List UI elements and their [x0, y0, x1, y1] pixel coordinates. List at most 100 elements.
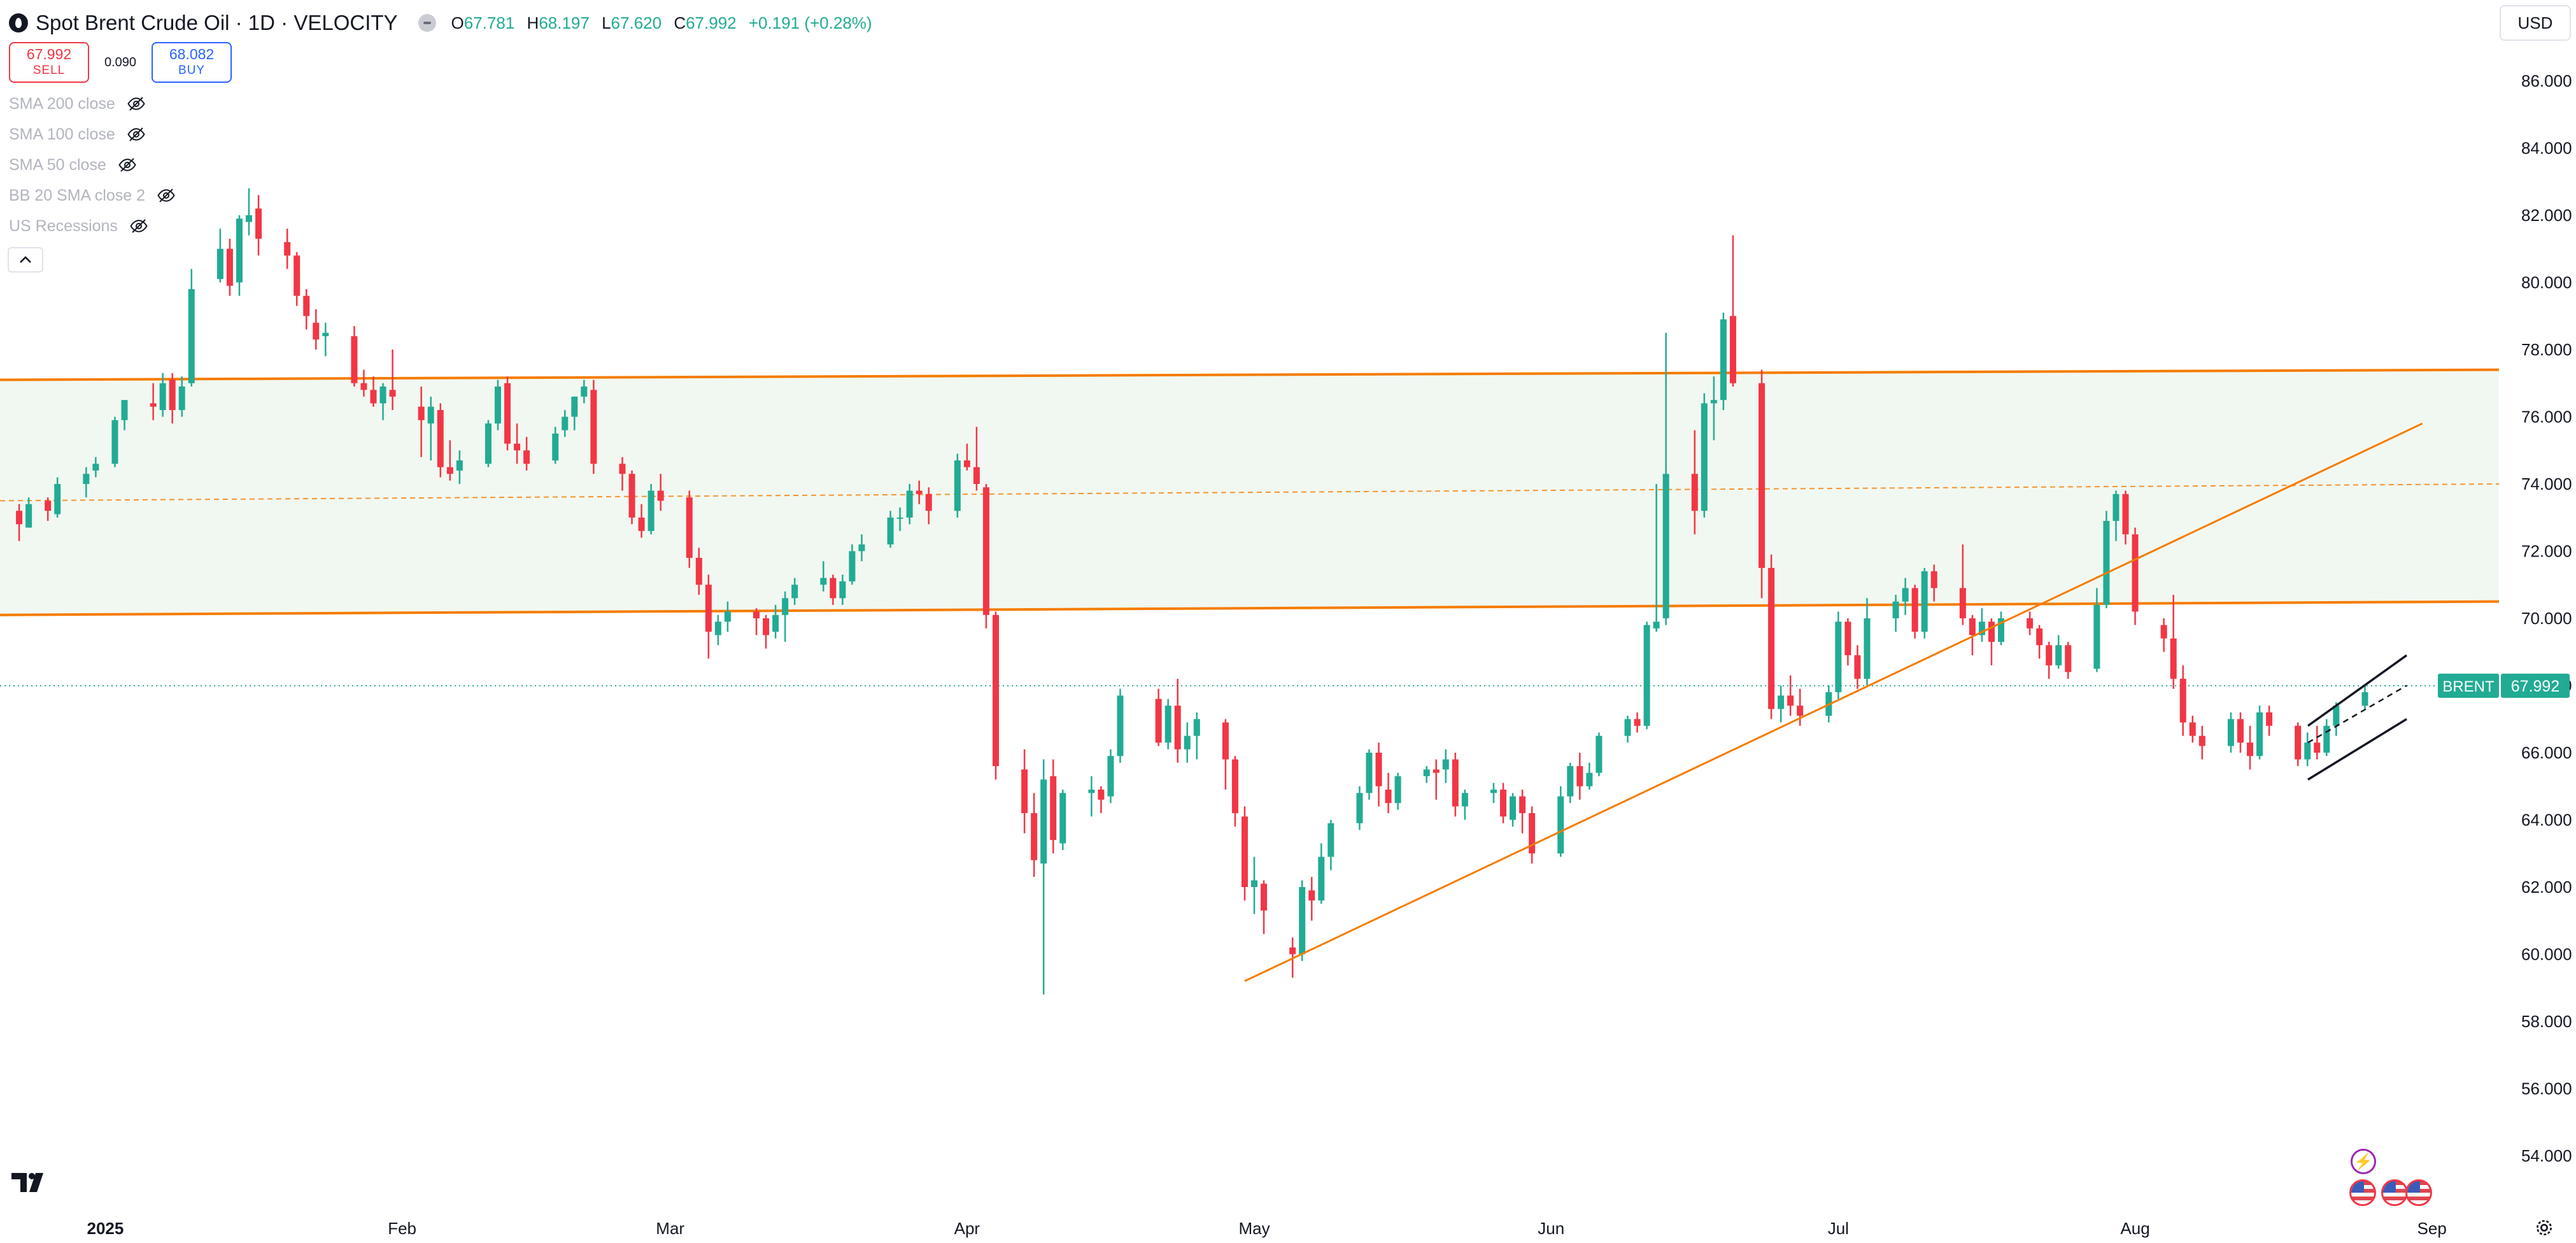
- indicator-bb20[interactable]: BB 20 SMA close 2: [9, 186, 176, 205]
- candle: [2132, 527, 2139, 625]
- candle: [150, 383, 157, 420]
- candle: [1892, 595, 1899, 632]
- candle-body: [1797, 706, 1804, 716]
- y-tick-label: 74.000: [2521, 474, 2572, 494]
- candle-body: [2295, 725, 2302, 760]
- candle: [159, 373, 166, 417]
- x-tick-label: Jul: [1828, 1219, 1849, 1238]
- candle-body: [1998, 618, 2005, 642]
- candle-body: [1241, 816, 1248, 887]
- candle-body: [2132, 534, 2139, 612]
- candle-body: [92, 464, 99, 471]
- candle: [2295, 722, 2302, 767]
- candle: [1567, 762, 1574, 804]
- x-tick-label: Feb: [388, 1219, 416, 1238]
- candle: [1433, 759, 1440, 800]
- buy-button[interactable]: 68.082 BUY: [152, 42, 232, 83]
- candle: [954, 453, 961, 518]
- y-tick-label: 86.000: [2521, 71, 2572, 90]
- candle: [887, 511, 894, 548]
- candle-body: [1978, 622, 1985, 636]
- indicator-label: SMA 50 close: [9, 155, 106, 174]
- eye-off-icon[interactable]: [127, 94, 146, 113]
- candle-body: [1452, 759, 1459, 807]
- us-flag-event-icon[interactable]: [2349, 1179, 2376, 1206]
- candle: [1624, 715, 1631, 743]
- x-tick-label: 2025: [87, 1219, 124, 1238]
- y-tick-label: 64.000: [2521, 811, 2572, 830]
- candle: [1500, 783, 1507, 823]
- candle: [1040, 759, 1047, 995]
- candle-body: [1921, 571, 1928, 632]
- sell-button[interactable]: 67.992 SELL: [9, 42, 89, 83]
- candle-body: [1461, 793, 1468, 807]
- candle-body: [1864, 618, 1871, 679]
- lightning-icon[interactable]: ⚡: [2351, 1149, 2376, 1174]
- eye-off-icon[interactable]: [157, 186, 176, 205]
- candle: [695, 548, 702, 595]
- candle: [1251, 856, 1258, 914]
- us-flag-event-icon[interactable]: [2381, 1179, 2408, 1206]
- candle-body: [1251, 880, 1258, 887]
- candle-body: [418, 406, 425, 420]
- collapse-icon[interactable]: [418, 14, 436, 32]
- candle: [724, 601, 731, 632]
- symbol-title[interactable]: Spot Brent Crude Oil · 1D · VELOCITY: [36, 11, 398, 34]
- candle-body: [1930, 571, 1937, 588]
- x-tick-label: May: [1238, 1219, 1270, 1238]
- indicator-us-recessions[interactable]: US Recessions: [9, 217, 148, 236]
- candle-body: [226, 248, 233, 286]
- eye-off-icon[interactable]: [127, 125, 146, 144]
- candle: [2247, 725, 2254, 770]
- candle-body: [552, 433, 559, 461]
- x-tick-label: Jun: [1538, 1219, 1564, 1238]
- open-value: 67.781: [464, 13, 515, 32]
- gear-icon[interactable]: [2534, 1218, 2554, 1238]
- candle: [188, 269, 195, 387]
- candle-body: [1289, 947, 1296, 955]
- price-badge: BRENT 67.992: [2438, 673, 2570, 698]
- candle: [1031, 793, 1038, 877]
- indicator-sma100[interactable]: SMA 100 close: [9, 125, 146, 144]
- candle-body: [2122, 494, 2129, 535]
- candle-body: [1098, 790, 1105, 800]
- candle-body: [1586, 772, 1593, 786]
- candle-body: [2055, 645, 2062, 665]
- indicator-sma50[interactable]: SMA 50 close: [9, 155, 137, 174]
- y-tick-label: 72.000: [2521, 542, 2572, 561]
- candle-body: [2304, 742, 2311, 760]
- y-tick-label: 62.000: [2521, 877, 2572, 897]
- candle-body: [351, 336, 358, 383]
- us-flag-event-icon[interactable]: [2405, 1179, 2432, 1206]
- candle-body: [1729, 316, 1736, 383]
- candle: [657, 474, 664, 511]
- eye-off-icon[interactable]: [129, 217, 148, 236]
- candle: [830, 574, 837, 605]
- candle: [1988, 618, 1995, 665]
- collapse-legend-button[interactable]: [8, 247, 43, 273]
- candle-body: [1031, 813, 1038, 860]
- y-tick-label: 80.000: [2521, 273, 2572, 292]
- candle: [2304, 732, 2311, 767]
- candle: [360, 369, 367, 397]
- candle-body: [1691, 474, 1698, 511]
- candle: [1308, 877, 1315, 921]
- indicator-sma200[interactable]: SMA 200 close: [9, 94, 146, 113]
- eye-off-icon[interactable]: [118, 155, 137, 174]
- y-tick-label: 56.000: [2521, 1079, 2572, 1098]
- candle-body: [772, 614, 779, 632]
- candle: [54, 477, 61, 518]
- candle-body: [2093, 604, 2100, 669]
- candle-body: [25, 504, 32, 528]
- candle: [571, 396, 578, 430]
- candle: [992, 611, 999, 780]
- x-tick-label: Aug: [2120, 1219, 2149, 1238]
- currency-selector[interactable]: USD: [2500, 5, 2571, 41]
- candle-body: [896, 517, 903, 519]
- candle: [963, 443, 970, 471]
- y-tick-label: 58.000: [2521, 1012, 2572, 1031]
- tradingview-logo-icon[interactable]: [11, 1172, 51, 1193]
- close-label: C: [674, 13, 686, 32]
- candle: [581, 380, 588, 404]
